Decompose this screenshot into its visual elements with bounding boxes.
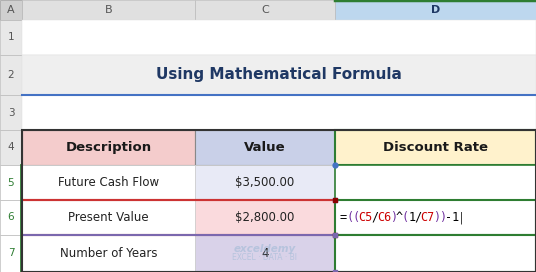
Bar bbox=[195, 0, 335, 20]
Text: C5: C5 bbox=[359, 211, 373, 224]
Bar bbox=[0, 200, 22, 235]
Text: A: A bbox=[7, 5, 15, 15]
Text: -1: -1 bbox=[445, 211, 460, 224]
Text: |: | bbox=[458, 211, 465, 224]
Bar bbox=[195, 235, 335, 272]
Text: 6: 6 bbox=[8, 212, 14, 222]
Text: 3: 3 bbox=[8, 107, 14, 118]
Text: $3,500.00: $3,500.00 bbox=[235, 176, 295, 189]
Bar bbox=[22, 165, 195, 200]
Text: exceldemy: exceldemy bbox=[234, 245, 296, 255]
Text: 1: 1 bbox=[8, 32, 14, 42]
Bar bbox=[0, 165, 22, 200]
Bar bbox=[22, 55, 536, 95]
Text: (: ( bbox=[346, 211, 353, 224]
Bar bbox=[22, 130, 536, 272]
Text: (: ( bbox=[352, 211, 360, 224]
Bar bbox=[0, 130, 22, 165]
Text: $2,800.00: $2,800.00 bbox=[235, 211, 295, 224]
Text: C: C bbox=[261, 5, 269, 15]
Bar bbox=[0, 235, 22, 272]
Text: ): ) bbox=[433, 211, 440, 224]
Text: 4: 4 bbox=[8, 143, 14, 153]
Bar bbox=[22, 200, 195, 235]
Text: ^: ^ bbox=[396, 211, 403, 224]
Bar bbox=[195, 200, 335, 235]
Text: D: D bbox=[431, 5, 440, 15]
Text: ): ) bbox=[390, 211, 397, 224]
Text: C6: C6 bbox=[377, 211, 391, 224]
Text: 7: 7 bbox=[8, 249, 14, 258]
Text: 1/: 1/ bbox=[408, 211, 422, 224]
Text: Future Cash Flow: Future Cash Flow bbox=[58, 176, 159, 189]
Text: 5: 5 bbox=[8, 178, 14, 187]
Bar bbox=[0, 55, 22, 95]
Bar bbox=[335, 200, 536, 235]
Text: Value: Value bbox=[244, 141, 286, 154]
Text: =: = bbox=[340, 211, 347, 224]
Text: C7: C7 bbox=[421, 211, 435, 224]
Bar bbox=[22, 20, 536, 55]
Bar bbox=[335, 130, 536, 165]
Text: Present Value: Present Value bbox=[68, 211, 149, 224]
Bar bbox=[335, 165, 536, 200]
Bar bbox=[195, 130, 335, 165]
Text: /: / bbox=[371, 211, 378, 224]
Text: Discount Rate: Discount Rate bbox=[383, 141, 488, 154]
Text: 4: 4 bbox=[261, 247, 269, 260]
Text: 2: 2 bbox=[8, 70, 14, 80]
Text: ): ) bbox=[439, 211, 446, 224]
Bar bbox=[335, 0, 536, 20]
Text: Description: Description bbox=[65, 141, 152, 154]
Bar bbox=[22, 235, 195, 272]
Text: (: ( bbox=[402, 211, 409, 224]
Bar bbox=[195, 165, 335, 200]
Text: EXCEL · DATA · BI: EXCEL · DATA · BI bbox=[233, 253, 297, 262]
Bar bbox=[0, 0, 22, 20]
Text: Using Mathematical Formula: Using Mathematical Formula bbox=[156, 67, 402, 82]
Bar bbox=[335, 235, 536, 272]
Bar bbox=[22, 0, 195, 20]
Text: Number of Years: Number of Years bbox=[59, 247, 157, 260]
Bar bbox=[22, 130, 195, 165]
Bar bbox=[0, 20, 22, 55]
Bar bbox=[22, 95, 536, 130]
Bar bbox=[0, 95, 22, 130]
Text: B: B bbox=[105, 5, 113, 15]
